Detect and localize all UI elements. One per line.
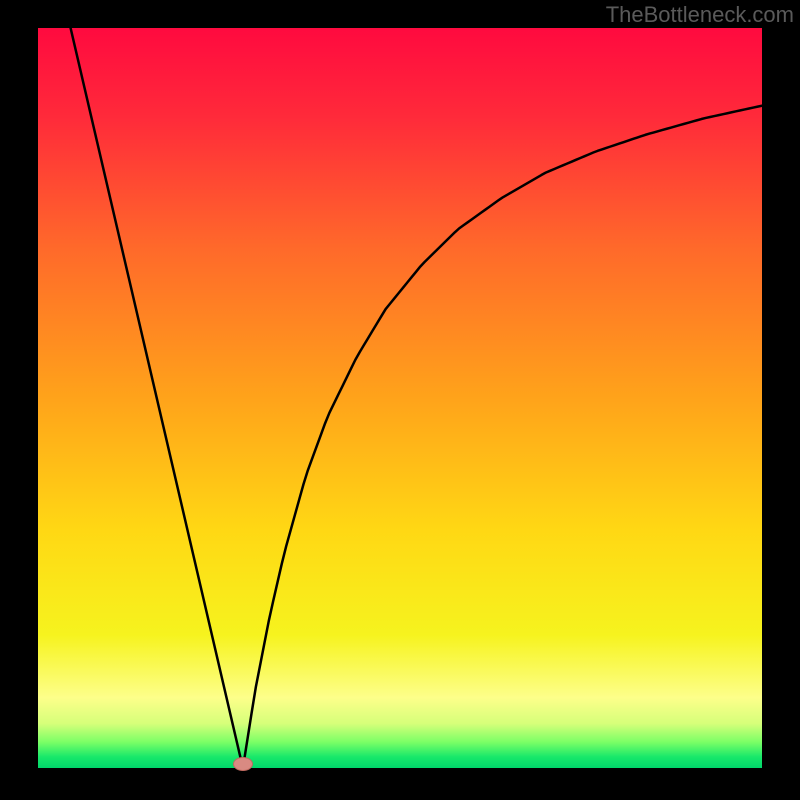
chart-stage: TheBottleneck.com <box>0 0 800 800</box>
curve-right-segment <box>243 106 762 768</box>
plot-area <box>38 28 762 768</box>
curve-layer <box>38 28 762 768</box>
watermark-text: TheBottleneck.com <box>606 2 794 28</box>
curve-left-segment <box>71 28 243 768</box>
vertex-marker <box>233 757 253 771</box>
